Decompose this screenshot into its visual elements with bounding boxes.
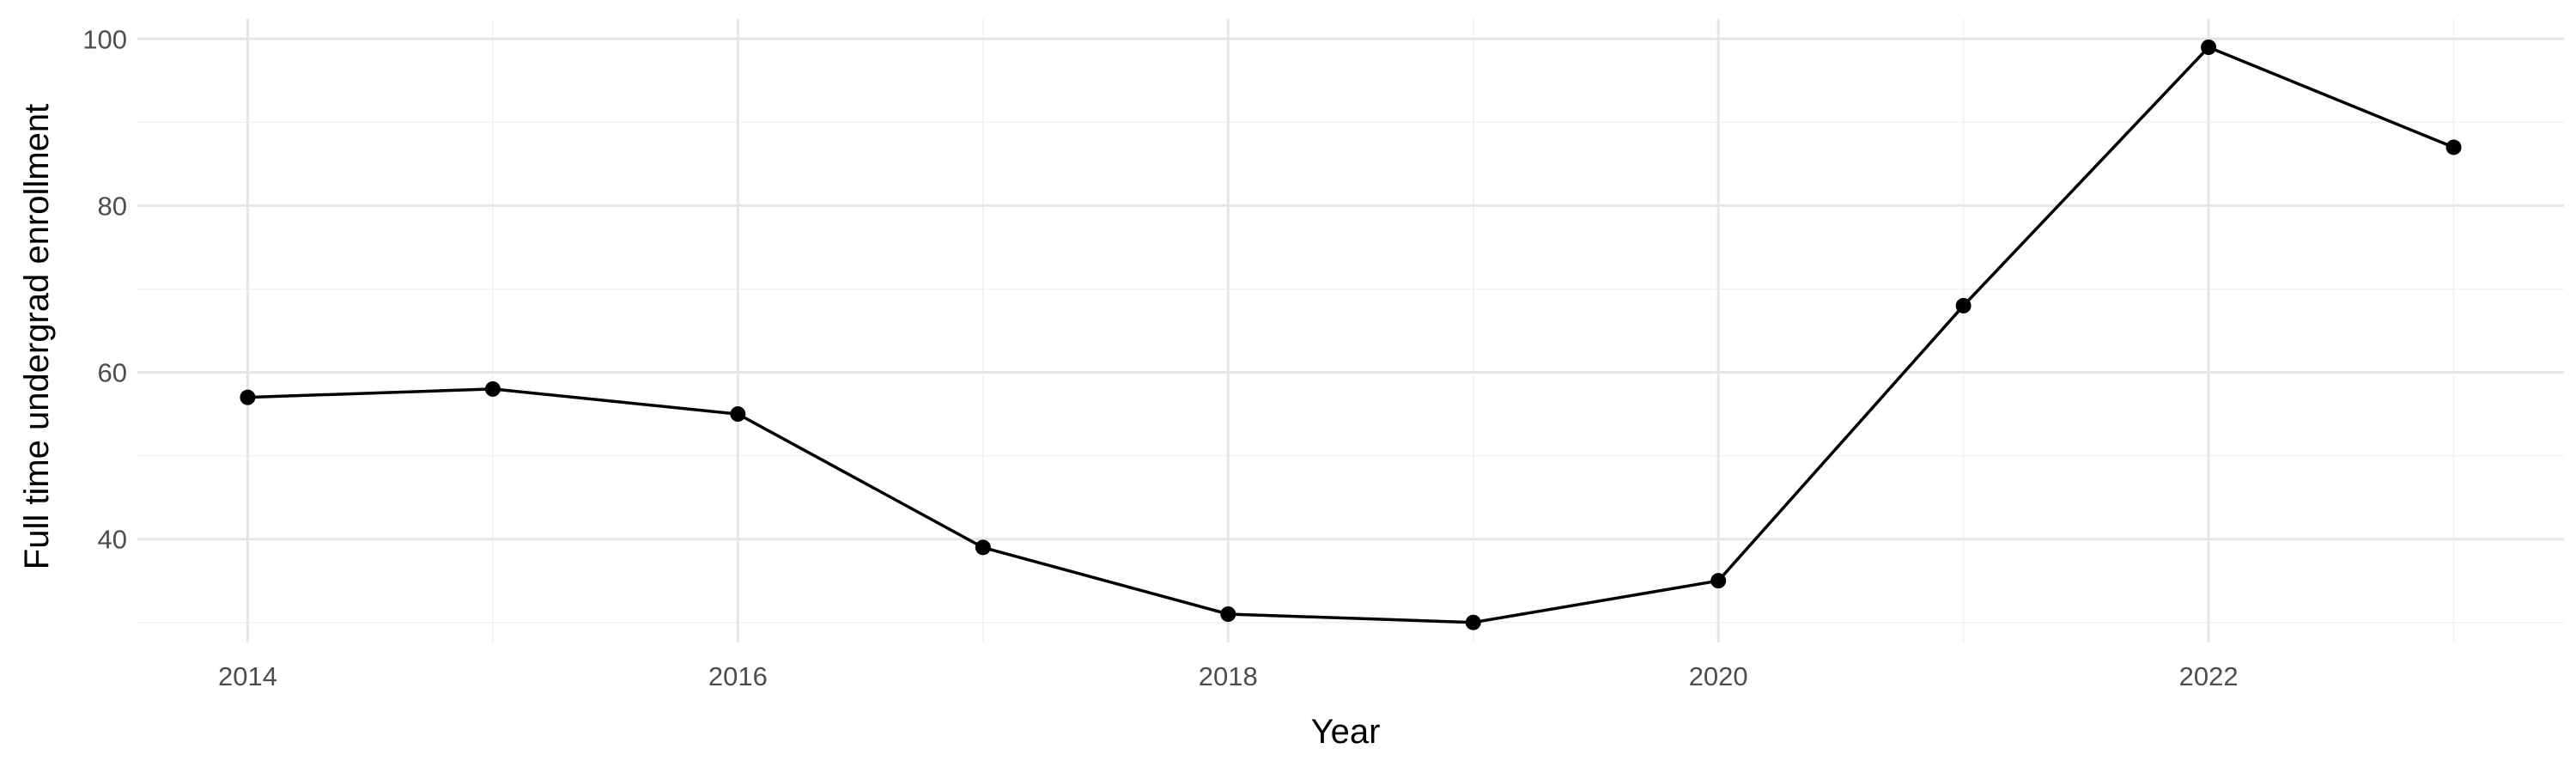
- y-axis-title: Full time undergrad enrollment: [18, 104, 56, 569]
- data-point: [1220, 606, 1236, 622]
- x-tick-label: 2020: [1689, 661, 1748, 691]
- y-tick-labels: 40 60 80 100: [82, 24, 127, 554]
- x-tick-label: 2016: [708, 661, 768, 691]
- data-point: [2201, 40, 2217, 55]
- grid-layer: [137, 19, 2564, 642]
- y-tick-label: 40: [98, 525, 127, 555]
- x-tick-label: 2014: [218, 661, 277, 691]
- data-point: [484, 380, 501, 397]
- x-tick-label: 2022: [2179, 661, 2239, 691]
- data-point: [240, 389, 256, 405]
- data-point: [2445, 139, 2462, 155]
- data-point: [730, 406, 746, 423]
- x-tick-labels: 2014 2016 2018 2020 2022: [218, 661, 2239, 691]
- y-tick-label: 80: [98, 191, 127, 221]
- y-tick-label: 100: [82, 24, 127, 54]
- data-point: [1710, 573, 1727, 589]
- data-point: [1465, 614, 1481, 630]
- series-layer: [240, 40, 2462, 630]
- data-point: [1955, 297, 1971, 313]
- series-line: [247, 46, 2455, 624]
- data-point: [975, 539, 991, 556]
- x-tick-label: 2018: [1199, 661, 1258, 691]
- x-axis-title: Year: [1311, 713, 1381, 751]
- y-tick-label: 60: [98, 358, 127, 388]
